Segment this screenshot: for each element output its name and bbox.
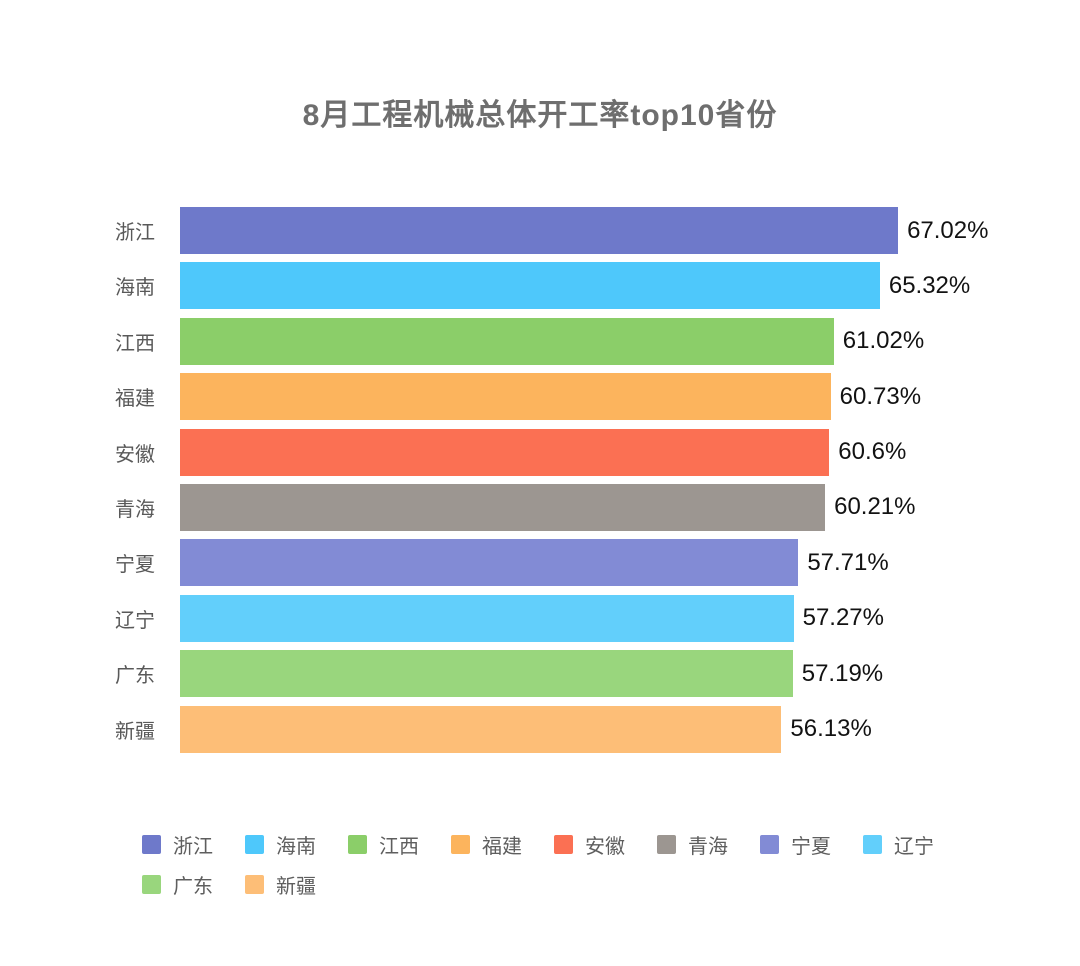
category-label: 辽宁 <box>115 609 155 632</box>
bar-row: 安徽 60.6% <box>0 428 1080 476</box>
legend-item-浙江[interactable]: 浙江 <box>142 830 214 859</box>
legend-label: 辽宁 <box>894 835 934 858</box>
legend-item-安徽[interactable]: 安徽 <box>554 830 626 859</box>
legend-label: 宁夏 <box>791 835 831 858</box>
bar-row: 江西 61.02% <box>0 317 1080 365</box>
bar-track: 60.73% <box>180 373 930 421</box>
bar-row: 新疆 56.13% <box>0 705 1080 753</box>
bar-row: 青海 60.21% <box>0 483 1080 531</box>
bar-track: 57.19% <box>180 650 930 698</box>
category-label: 宁夏 <box>115 554 155 577</box>
bar-row: 福建 60.73% <box>0 373 1080 421</box>
legend-swatch-icon <box>451 834 470 854</box>
legend-swatch-icon <box>245 874 264 894</box>
legend-item-广东[interactable]: 广东 <box>142 870 214 899</box>
bar[interactable] <box>180 650 793 698</box>
value-label: 65.32% <box>888 271 971 299</box>
legend-swatch-icon <box>142 834 161 854</box>
category-label: 青海 <box>115 498 155 521</box>
legend-item-江西[interactable]: 江西 <box>348 830 420 859</box>
value-label: 57.71% <box>807 548 889 576</box>
legend-item-新疆[interactable]: 新疆 <box>245 870 317 899</box>
bar[interactable] <box>180 373 831 421</box>
legend-swatch-icon <box>554 834 573 854</box>
legend-swatch-icon <box>348 834 367 854</box>
bar-track: 56.13% <box>180 705 930 753</box>
value-label: 56.13% <box>790 715 872 743</box>
bar-row: 宁夏 57.71% <box>0 539 1080 587</box>
legend-swatch-icon <box>657 834 676 854</box>
value-label: 57.19% <box>801 659 884 687</box>
legend-label: 福建 <box>482 835 522 858</box>
legend-item-辽宁[interactable]: 辽宁 <box>863 830 935 859</box>
legend-swatch-icon <box>863 834 882 854</box>
bar[interactable] <box>180 705 782 753</box>
legend-label: 浙江 <box>173 835 213 858</box>
category-label: 新疆 <box>115 720 155 743</box>
category-label: 安徽 <box>115 443 155 466</box>
legend-label: 海南 <box>276 835 316 858</box>
bar-row: 辽宁 57.27% <box>0 594 1080 642</box>
chart-legend: 浙江 海南 江西 福建 安徽 青海 宁夏 辽宁广东 新疆 <box>142 830 982 899</box>
bar-track: 60.21% <box>180 483 930 531</box>
category-label: 海南 <box>115 277 155 300</box>
bar-track: 61.02% <box>180 317 930 365</box>
legend-swatch-icon <box>142 874 161 894</box>
legend-item-青海[interactable]: 青海 <box>657 830 729 859</box>
bar[interactable] <box>180 207 899 254</box>
bar-row: 海南 65.32% <box>0 262 1080 310</box>
legend-label: 广东 <box>173 875 213 898</box>
chart-title: 8月工程机械总体开工率top10省份 <box>302 99 778 132</box>
bar-track: 57.27% <box>180 594 930 642</box>
value-label: 60.73% <box>839 382 922 410</box>
value-label: 61.02% <box>842 327 925 355</box>
bar-track: 57.71% <box>180 539 930 587</box>
bar-row: 广东 57.19% <box>0 650 1080 698</box>
value-label: 60.6% <box>838 438 907 466</box>
bar-track: 67.02% <box>180 207 988 254</box>
legend-item-海南[interactable]: 海南 <box>245 830 317 859</box>
legend-swatch-icon <box>245 834 264 854</box>
bar-track: 60.6% <box>180 428 930 476</box>
bar[interactable] <box>180 594 794 642</box>
legend-label: 新疆 <box>276 875 316 898</box>
bar[interactable] <box>180 262 880 310</box>
bar[interactable] <box>180 428 830 476</box>
category-label: 浙江 <box>115 222 155 244</box>
value-label: 57.27% <box>802 604 884 632</box>
category-label: 福建 <box>115 388 155 411</box>
bar-track: 65.32% <box>180 262 970 310</box>
category-label: 广东 <box>115 665 155 688</box>
bar-row: 浙江 67.02% <box>0 207 1080 254</box>
legend-item-宁夏[interactable]: 宁夏 <box>760 830 832 859</box>
value-label: 67.02% <box>907 216 989 244</box>
legend-item-福建[interactable]: 福建 <box>451 830 523 859</box>
bar[interactable] <box>180 483 826 531</box>
bar[interactable] <box>180 317 834 365</box>
category-label: 江西 <box>115 332 155 355</box>
value-label: 60.21% <box>834 493 916 521</box>
legend-label: 青海 <box>688 835 728 858</box>
legend-swatch-icon <box>760 834 779 854</box>
legend-label: 江西 <box>379 835 419 858</box>
bar-plot: 浙江 67.02% 海南 65.32% 江西 61.02% 福建 60.73% 安徽 60.6% 青… <box>0 207 1080 753</box>
legend-label: 安徽 <box>585 835 625 858</box>
bar[interactable] <box>180 539 799 587</box>
